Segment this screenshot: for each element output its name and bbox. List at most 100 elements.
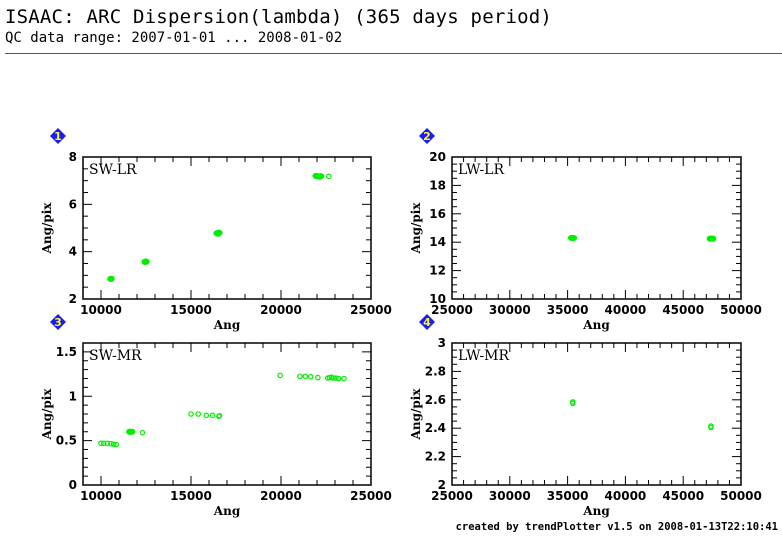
header-divider [5,53,782,54]
y-axis-label: Ang/pix [40,388,54,441]
y-tick-label: 10 [429,292,446,306]
data-point [708,424,714,431]
y-tick-label: 1 [69,389,77,403]
data-point [214,230,222,237]
x-tick-label: 50000 [720,303,762,317]
page-title: ISAAC: ARC Dispersion(lambda) (365 days … [5,6,553,28]
x-tick-label: 30000 [489,489,531,503]
y-axis-label: Ang/pix [409,202,423,255]
data-point [188,411,194,417]
data-point [127,428,136,435]
panel-number-badge-icon [50,128,66,144]
x-axis-label: Ang [213,318,241,332]
x-tick-label: 20000 [260,489,302,503]
panel-title: LW-LR [458,162,504,178]
data-point [98,440,104,447]
y-tick-label: 8 [69,150,77,164]
panel-number-text: 2 [423,130,431,143]
data-point [100,440,107,447]
plot-frame [451,342,742,486]
data-point [297,373,303,380]
panel-title: LW-MR [458,348,510,364]
y-tick-label: 0.5 [56,434,77,448]
panel-number-badge-icon [419,128,435,144]
y-tick-label: 2.2 [425,450,446,464]
x-tick-label: 25000 [431,303,473,317]
x-axis-label: Ang [582,504,610,518]
y-axis-label: Ang/pix [409,388,423,441]
data-point [113,441,120,448]
data-point [330,375,337,381]
x-tick-label: 20000 [260,303,302,317]
x-tick-label: 25000 [350,303,392,317]
x-tick-label: 10000 [80,489,122,503]
y-tick-label: 2 [69,292,77,306]
x-tick-label: 15000 [170,303,212,317]
x-tick-label: 25000 [431,489,473,503]
panel-number-text: 4 [423,316,431,329]
panel-3: 3 10000 15000 20000 25000 0 0.5 1 1.5 Ang Ang/pix S… [40,314,392,518]
data-point [315,374,321,381]
y-tick-label: 18 [429,178,446,192]
data-point [110,441,117,447]
data-point [316,173,325,180]
x-tick-label: 45000 [662,489,704,503]
data-point [104,440,111,447]
data-range-subtitle: QC data range: 2007-01-01 ... 2008-01-02 [5,30,343,46]
x-tick-label: 35000 [547,303,589,317]
y-tick-label: 16 [429,207,446,221]
data-point [209,412,216,419]
data-point [341,375,347,382]
y-tick-label: 12 [429,264,446,278]
plot-frame [451,156,742,300]
y-tick-label: 14 [429,235,446,249]
x-tick-label: 45000 [662,303,704,317]
x-tick-label: 30000 [489,303,531,317]
x-tick-label: 35000 [547,489,589,503]
y-tick-label: 0 [69,478,77,492]
panel-number-text: 3 [54,316,62,329]
y-tick-label: 2 [438,478,446,492]
panel-title: SW-LR [89,162,137,178]
plot-frame [82,342,372,486]
panel-title: SW-MR [89,348,142,364]
data-point [570,400,576,407]
data-point [708,235,717,242]
y-tick-label: 2.6 [425,393,446,407]
data-point [109,275,115,282]
data-point [142,258,150,265]
data-point [139,429,146,436]
y-tick-label: 3 [438,336,446,350]
y-axis-label: Ang/pix [40,202,54,255]
panel-number-text: 1 [54,130,62,143]
x-tick-label: 40000 [605,489,647,503]
y-tick-label: 20 [429,150,446,164]
panel-1: 1 10000 15000 20000 25000 2 4 6 8 Ang Ang/pix SW-LR [40,128,392,332]
data-point [216,412,223,419]
panel-2: 2 25000 30000 35000 40000 45000 50000 10 12 14 16 1… [409,128,762,332]
x-tick-label: 10000 [80,303,122,317]
data-point [195,411,202,417]
y-tick-label: 2.8 [425,364,446,378]
x-tick-label: 50000 [720,489,762,503]
data-point [335,375,342,382]
data-point [569,234,578,242]
x-tick-label: 40000 [605,303,647,317]
panel-4: 4 25000 30000 35000 40000 45000 50000 2 2.2 2.4 2.… [409,314,762,518]
footer-credit: created by trendPlotter v1.5 on 2008-01-… [455,521,778,533]
data-point [203,412,210,419]
y-tick-label: 1.5 [56,345,77,359]
panel-number-badge-icon [50,314,66,330]
y-tick-label: 4 [69,245,77,259]
data-point [277,372,283,379]
data-point [307,373,314,380]
data-point [302,373,309,380]
data-point [333,375,339,381]
data-point [325,173,332,180]
panel-number-badge-icon [419,314,435,330]
data-point [108,440,114,447]
x-axis-label: Ang [213,504,241,518]
x-axis-label: Ang [582,318,610,332]
x-tick-label: 15000 [170,489,212,503]
